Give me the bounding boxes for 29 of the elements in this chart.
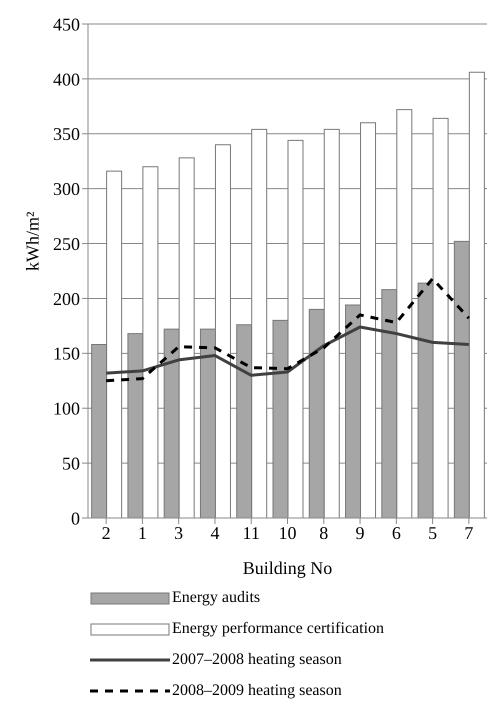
y-tick-label: 300 (53, 179, 80, 200)
legend-label: Energy performance certification (172, 620, 384, 638)
legend-label: 2008–2009 heating season (172, 682, 342, 700)
line-series (104, 277, 470, 382)
x-tick-label: 7 (464, 522, 474, 543)
y-tick-label: 50 (62, 454, 80, 474)
x-tick-label: 11 (242, 522, 260, 543)
x-tick-label: 10 (278, 522, 296, 543)
x-tick-label: 3 (174, 522, 184, 543)
x-tick-label: 8 (319, 522, 328, 543)
x-tick-label: 9 (356, 522, 365, 543)
x-tick-label: 6 (392, 522, 401, 543)
legend-label: 2007–2008 heating season (172, 650, 342, 668)
y-tick-label: 400 (53, 69, 80, 90)
line-series (104, 325, 470, 377)
y-tick-label: 450 (53, 14, 80, 34)
x-tick-label: 4 (210, 522, 220, 543)
x-tick-label: 5 (428, 522, 438, 543)
y-tick-label: 200 (53, 288, 80, 309)
y-tick-label: 0 (71, 508, 80, 528)
y-axis-title: kWh/m² (22, 212, 42, 271)
x-tick-label: 1 (138, 522, 147, 543)
y-tick-label: 350 (53, 124, 80, 144)
x-axis-title: Building No (242, 558, 332, 578)
y-tick-label: 100 (53, 398, 80, 419)
y-tick-label: 150 (53, 344, 80, 364)
y-tick-label: 250 (53, 234, 80, 254)
x-tick-label: 2 (102, 522, 111, 543)
legend-label: Energy audits (172, 588, 260, 606)
